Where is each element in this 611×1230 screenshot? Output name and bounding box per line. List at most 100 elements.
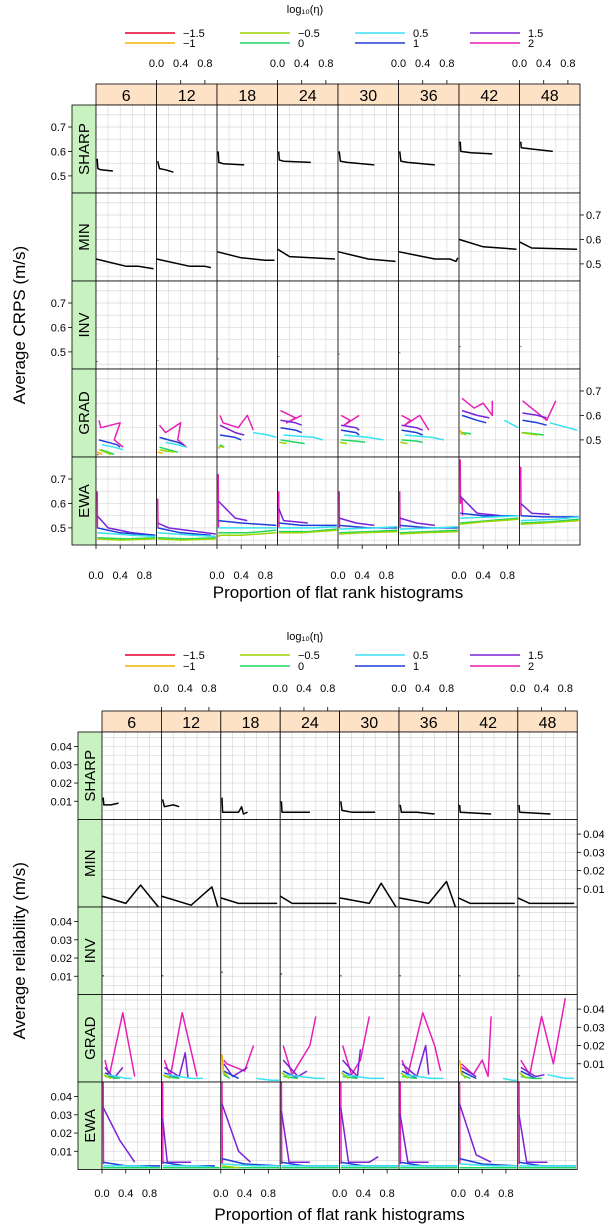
series-line (159, 448, 175, 453)
series-line (460, 517, 519, 524)
series-line (256, 1077, 279, 1081)
series-line (338, 151, 375, 166)
panel (101, 1081, 162, 1170)
panel-background (339, 907, 399, 995)
series-line (220, 897, 278, 905)
panel (216, 192, 278, 282)
series-line (520, 514, 579, 518)
series-line (286, 1073, 325, 1080)
row-strip: SHARP (71, 104, 97, 194)
panel (156, 104, 218, 194)
y-tick-label: 0.03 (51, 1110, 72, 1122)
panel (216, 280, 278, 370)
series-line (339, 529, 398, 534)
panel (519, 368, 581, 458)
series-line (157, 451, 163, 455)
y-axis-title: Average reliability (m/s) (10, 862, 29, 1039)
y-tick-label: 0.6 (586, 234, 601, 246)
series-line (461, 409, 490, 419)
x-tick-label: 0.8 (558, 683, 573, 695)
x-tick-label: 0.4 (534, 683, 549, 695)
panel (519, 456, 581, 546)
panel-background (220, 732, 281, 820)
y-tick-label: 0.04 (583, 1004, 604, 1016)
panel-background (102, 819, 162, 907)
series-line (157, 538, 216, 541)
series-line (404, 1073, 444, 1080)
panel-background (277, 369, 338, 457)
panel-background (217, 105, 278, 193)
panel-background (277, 193, 338, 281)
panel-background (161, 907, 221, 995)
panel-background (161, 732, 221, 820)
panel (398, 994, 459, 1083)
column-strip: 36 (398, 83, 460, 106)
column-strip: 30 (339, 710, 400, 733)
series-line (502, 1077, 517, 1081)
panel (216, 104, 278, 194)
x-tick-label: 0.8 (197, 58, 212, 70)
series-line (520, 1066, 545, 1078)
series-line (399, 529, 458, 534)
series-line (281, 1072, 290, 1079)
series-line (102, 1107, 136, 1163)
panel (519, 280, 581, 370)
series-line (98, 439, 121, 448)
series-line (280, 419, 302, 426)
x-tick-label: 0.4 (475, 1188, 490, 1200)
panel (517, 1081, 578, 1170)
x-tick-label: 0.8 (258, 570, 273, 582)
series-line (102, 797, 119, 806)
series-line (104, 1011, 136, 1078)
row-label: SHARP (76, 123, 93, 175)
series-line (549, 422, 578, 431)
series-line (520, 1070, 536, 1080)
panel-background (519, 193, 580, 281)
series-line (107, 1073, 132, 1080)
panel-background (338, 193, 399, 281)
panel-background (96, 281, 157, 369)
series-line (398, 151, 435, 166)
y-tick-label: 0.6 (51, 498, 66, 510)
y-tick-label: 0.04 (51, 742, 72, 754)
strip-background (71, 104, 97, 194)
y-tick-label: 0.02 (51, 1128, 72, 1140)
x-tick-label: 0.0 (451, 1188, 466, 1200)
series-line (97, 536, 156, 540)
series-line (458, 238, 517, 250)
x-tick-label: 0.4 (536, 58, 551, 70)
series-line (340, 439, 366, 444)
panel (220, 819, 281, 908)
panel (457, 819, 519, 908)
series-line (278, 522, 337, 527)
panel (279, 731, 341, 820)
y-tick-label: 0.7 (51, 122, 66, 134)
series-line (458, 804, 492, 815)
series-line (162, 1074, 171, 1080)
x-tick-label: 0.8 (320, 683, 335, 695)
panel-background (459, 457, 520, 545)
series-line (344, 434, 384, 441)
y-tick-label: 0.04 (51, 917, 72, 929)
series-line (223, 1070, 239, 1080)
series-line (339, 530, 398, 535)
row-label: EWA (76, 484, 93, 518)
y-tick-label: 0.01 (583, 884, 604, 896)
panel-background (280, 732, 340, 820)
legend-label: −1 (183, 661, 196, 673)
panel-background (217, 193, 278, 281)
series-line (95, 258, 154, 270)
y-tick-label: 0.01 (51, 971, 72, 983)
row-strip: SHARP (77, 731, 103, 820)
y-tick-label: 0.03 (51, 935, 72, 947)
column-label: 6 (127, 715, 136, 732)
series-line (279, 895, 337, 905)
x-tick-label: 0.0 (88, 570, 103, 582)
y-tick-label: 0.02 (583, 1041, 604, 1053)
column-label: 30 (359, 88, 377, 105)
panel (279, 819, 341, 908)
panel-background (399, 732, 459, 820)
series-line (401, 439, 423, 444)
row-strip: INV (71, 280, 97, 370)
